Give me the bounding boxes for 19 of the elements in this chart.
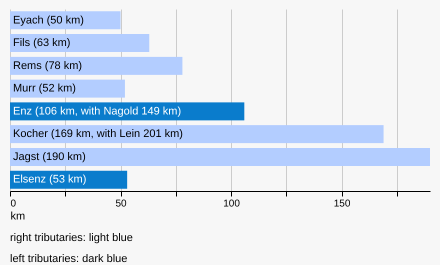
x-axis-title: km (10, 210, 26, 222)
bar (10, 34, 150, 52)
text: left tributaries: dark blue (10, 253, 128, 265)
x-tick-label: 0 (10, 198, 16, 210)
bar (10, 56, 182, 75)
bar (10, 148, 430, 166)
x-tick-label: 50 (115, 198, 128, 210)
bar (10, 125, 384, 144)
y-tick-label: Elsenz (53 km) (13, 174, 86, 186)
y-tick-label: Jagst (190 km) (13, 150, 86, 163)
y-tick-label: Eyach (50 km) (13, 14, 84, 26)
y-tick-label: Rems (78 km) (13, 60, 82, 72)
x-tick-label: 150 (334, 198, 351, 210)
text: right tributaries: light blue (10, 232, 133, 244)
y-tick-label: Murr (52 km) (13, 82, 76, 95)
x-tick-label: 100 (223, 198, 240, 210)
y-tick-label: Fils (63 km) (13, 37, 70, 50)
y-tick-label: Kocher (169 km, with Lein 201 km) (13, 128, 183, 140)
y-tick-label: Enz (106 km, with Nagold 149 km) (13, 105, 182, 118)
